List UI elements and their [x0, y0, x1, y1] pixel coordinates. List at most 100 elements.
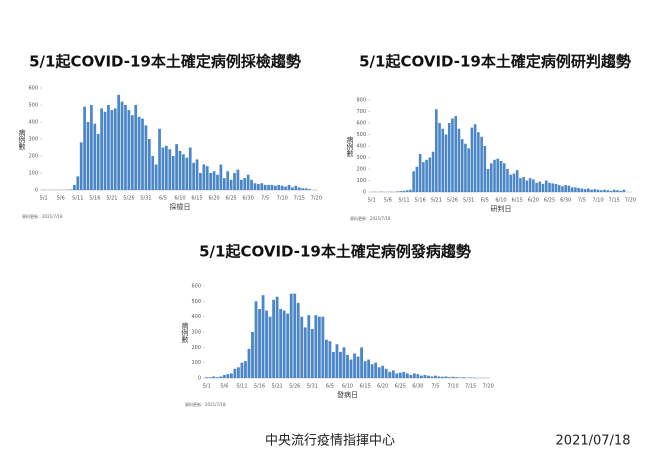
x-axis-label: 發病日 [337, 390, 358, 399]
x-tick-label: 5/1 [40, 196, 48, 202]
bar [240, 362, 244, 378]
y-axis-label: 病例數 [18, 128, 26, 151]
bar [415, 166, 419, 192]
bar [120, 101, 124, 190]
x-tick-label: 6/10 [495, 198, 506, 204]
bar [346, 355, 349, 378]
bar [192, 162, 195, 190]
bar [428, 157, 432, 192]
bar [107, 105, 110, 190]
bar [324, 339, 328, 378]
bar [251, 332, 254, 378]
x-tick-label: 7/5 [261, 196, 269, 202]
x-axis-label: 研判日 [491, 204, 512, 213]
bar [405, 190, 409, 192]
x-tick-label: 7/15 [465, 384, 476, 390]
bar [412, 171, 415, 192]
bar [577, 187, 580, 192]
bar [473, 124, 477, 192]
bar [606, 190, 610, 192]
y-tick-label: 600 [191, 284, 201, 290]
bar [175, 144, 178, 190]
bar [100, 108, 103, 190]
bar [274, 185, 277, 190]
bar [165, 145, 168, 190]
bar [418, 154, 422, 192]
bar [222, 374, 226, 378]
bar [250, 179, 253, 190]
x-tick-label: 5/11 [236, 384, 247, 390]
bar [477, 132, 480, 192]
x-tick-label: 7/5 [431, 384, 439, 390]
bar [499, 160, 503, 192]
x-tick-label: 5/11 [398, 198, 409, 204]
bar [609, 190, 613, 192]
bar [113, 108, 117, 190]
x-tick-label: 5/16 [89, 196, 100, 202]
bar [509, 174, 512, 192]
x-tick-label: 7/5 [578, 198, 586, 204]
bar [171, 156, 175, 190]
bar [599, 190, 603, 192]
footer-organization: 中央流行疫情指揮中心 [265, 433, 395, 449]
x-tick-label: 6/25 [544, 198, 555, 204]
chart-title: 5/1起COVID-19本土確定病例採檢趨勢 [29, 53, 301, 71]
bar [270, 184, 274, 190]
bar [590, 189, 593, 192]
x-tick-label: 6/30 [560, 198, 571, 204]
bar [335, 344, 339, 378]
x-tick-label: 7/20 [483, 384, 494, 390]
bar [332, 351, 335, 378]
bar [612, 189, 616, 192]
bar [451, 118, 454, 192]
bar [286, 313, 290, 378]
bar [462, 377, 466, 378]
bar [300, 316, 304, 378]
bar [257, 184, 260, 190]
bar [202, 164, 206, 190]
bar [260, 183, 264, 190]
bar [90, 105, 93, 190]
bar [222, 178, 226, 190]
bar [253, 183, 257, 190]
x-tick-label: 5/11 [72, 196, 83, 202]
bar [226, 171, 230, 190]
bar [470, 127, 474, 192]
bar [205, 166, 209, 190]
bar [384, 368, 388, 378]
x-tick-label: 6/5 [326, 384, 334, 390]
bar [127, 110, 131, 190]
bar [161, 147, 165, 190]
bar [226, 374, 230, 378]
x-tick-label: 7/10 [277, 196, 288, 202]
bar [310, 328, 314, 378]
bar [603, 189, 606, 192]
bar [254, 301, 258, 378]
bar [110, 110, 114, 190]
bar [317, 316, 321, 378]
y-tick-label: 300 [356, 155, 366, 161]
bar [301, 188, 305, 190]
bar [117, 94, 121, 190]
bar [444, 134, 448, 192]
bar [541, 183, 545, 192]
bar [279, 309, 283, 378]
bar [154, 164, 158, 190]
bar [86, 122, 90, 190]
bar [502, 163, 506, 192]
x-tick-label: 6/20 [208, 196, 219, 202]
bar [339, 351, 342, 378]
bar [395, 373, 399, 378]
bar [342, 347, 346, 378]
bar [96, 133, 100, 190]
bar [272, 299, 276, 378]
bar [353, 353, 356, 378]
bar [188, 147, 192, 190]
bar [554, 183, 558, 192]
bar [412, 373, 416, 378]
bar [267, 184, 270, 190]
bar [515, 170, 519, 192]
bar [561, 186, 564, 192]
bar [321, 316, 325, 378]
